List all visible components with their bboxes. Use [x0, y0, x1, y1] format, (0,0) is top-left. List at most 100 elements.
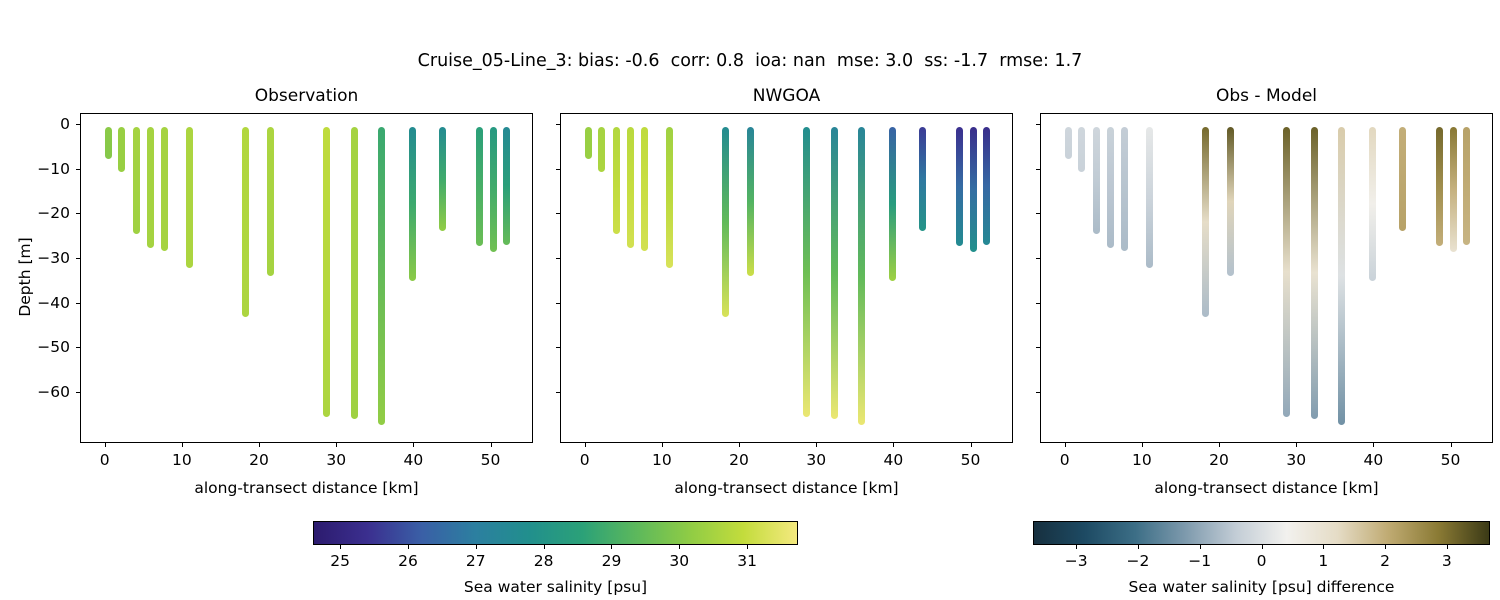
cast-profile — [267, 126, 275, 276]
x-tick — [413, 443, 415, 447]
x-tick — [1219, 443, 1221, 447]
cast-profile — [918, 126, 926, 231]
x-tick — [739, 443, 741, 447]
x-axis-label: along-transect distance [km] — [674, 479, 899, 497]
cast-profile — [186, 126, 194, 268]
cast-profile — [322, 126, 330, 418]
cast-profile — [489, 126, 497, 253]
y-tick-label: −60 — [37, 382, 70, 401]
colorbar-label: Sea water salinity [psu] difference — [1128, 578, 1395, 596]
y-tick — [76, 347, 80, 349]
y-tick — [556, 391, 560, 393]
y-tick-label: −30 — [37, 248, 70, 267]
cast-profile — [955, 126, 963, 247]
colorbar-tick — [1076, 545, 1078, 549]
cast-profile — [802, 126, 810, 418]
y-tick-label: −50 — [37, 338, 70, 357]
colorbar-tick — [407, 545, 409, 549]
colorbar-tick — [611, 545, 613, 549]
x-axis-label: along-transect distance [km] — [1154, 479, 1379, 497]
x-tick — [1296, 443, 1298, 447]
x-tick-label: 0 — [579, 451, 590, 469]
cast-profile — [830, 126, 838, 420]
panel-title-nwgoa: NWGOA — [752, 86, 821, 106]
cast-profile — [969, 126, 977, 253]
y-tick — [76, 302, 80, 304]
colorbar-tick — [340, 545, 342, 549]
x-tick — [259, 443, 261, 447]
y-tick — [1036, 257, 1040, 260]
cast-profile — [1106, 126, 1114, 249]
colorbar-tick — [1137, 545, 1139, 549]
cast-profile — [598, 126, 606, 173]
colorbar-tick-label: 26 — [398, 552, 418, 570]
y-tick — [76, 168, 80, 170]
x-tick-label: 50 — [1440, 451, 1461, 469]
x-tick-label: 20 — [249, 451, 269, 469]
x-tick — [970, 443, 972, 447]
cast-profile — [350, 126, 358, 420]
cast-profile — [133, 126, 141, 234]
panel-title-observation: Observation — [254, 86, 359, 106]
colorbar-1 — [313, 521, 798, 545]
x-tick — [816, 443, 818, 447]
colorbar-tick — [1199, 545, 1201, 549]
cast-profile — [1227, 126, 1235, 276]
plot-area — [1041, 114, 1492, 442]
cast-profile — [666, 126, 674, 268]
cast-profile — [1310, 126, 1318, 420]
cast-profile — [640, 126, 648, 251]
cast-profile — [1398, 126, 1406, 231]
cast-profile — [983, 126, 991, 246]
x-tick-label: 40 — [403, 451, 424, 469]
cast-profile — [1201, 126, 1209, 317]
y-tick — [556, 257, 560, 260]
x-tick-label: 10 — [1131, 451, 1152, 469]
cast-profile — [503, 126, 511, 246]
colorbar-tick — [1323, 545, 1325, 549]
colorbar-tick-label: −1 — [1188, 552, 1212, 570]
cast-profile — [721, 126, 729, 317]
y-tick — [76, 124, 80, 126]
cast-profile — [1463, 126, 1471, 246]
plot-panel-2 — [560, 113, 1013, 443]
x-tick — [584, 443, 586, 447]
colorbar-tick-label: 31 — [737, 552, 757, 570]
x-tick-label: 0 — [1059, 451, 1070, 469]
x-axis-label: along-transect distance [km] — [194, 479, 419, 497]
colorbar-tick — [679, 545, 681, 549]
x-tick-label: 10 — [651, 451, 672, 469]
x-tick-label: 40 — [883, 451, 904, 469]
y-tick — [556, 213, 560, 215]
cast-profile — [1064, 126, 1072, 159]
y-axis-label: Depth [m] — [16, 237, 34, 317]
x-tick-label: 50 — [480, 451, 501, 469]
plot-panel-1 — [80, 113, 533, 443]
x-tick-label: 50 — [960, 451, 981, 469]
x-tick — [1450, 443, 1452, 447]
cast-profile — [1282, 126, 1290, 418]
colorbar-2 — [1033, 521, 1490, 545]
cast-profile — [626, 126, 634, 249]
y-tick-label: −40 — [37, 293, 70, 312]
colorbar-tick — [543, 545, 545, 549]
cast-profile — [1146, 126, 1154, 268]
cast-profile — [1120, 126, 1128, 251]
colorbar-tick-label: 30 — [669, 552, 690, 570]
y-tick — [556, 168, 560, 170]
cast-profile — [104, 126, 112, 159]
x-tick-label: 30 — [326, 451, 347, 469]
x-tick — [1141, 443, 1143, 447]
cast-profile — [1093, 126, 1101, 234]
x-tick-label: 20 — [1209, 451, 1229, 469]
y-tick — [1036, 213, 1040, 215]
colorbar-tick — [1446, 545, 1448, 549]
y-tick — [1036, 168, 1040, 170]
colorbar-tick-label: 3 — [1441, 552, 1452, 570]
cast-profile — [858, 126, 866, 425]
y-tick — [76, 257, 80, 260]
plot-panel-3 — [1040, 113, 1493, 443]
x-tick-label: 0 — [99, 451, 110, 469]
plot-area — [561, 114, 1012, 442]
